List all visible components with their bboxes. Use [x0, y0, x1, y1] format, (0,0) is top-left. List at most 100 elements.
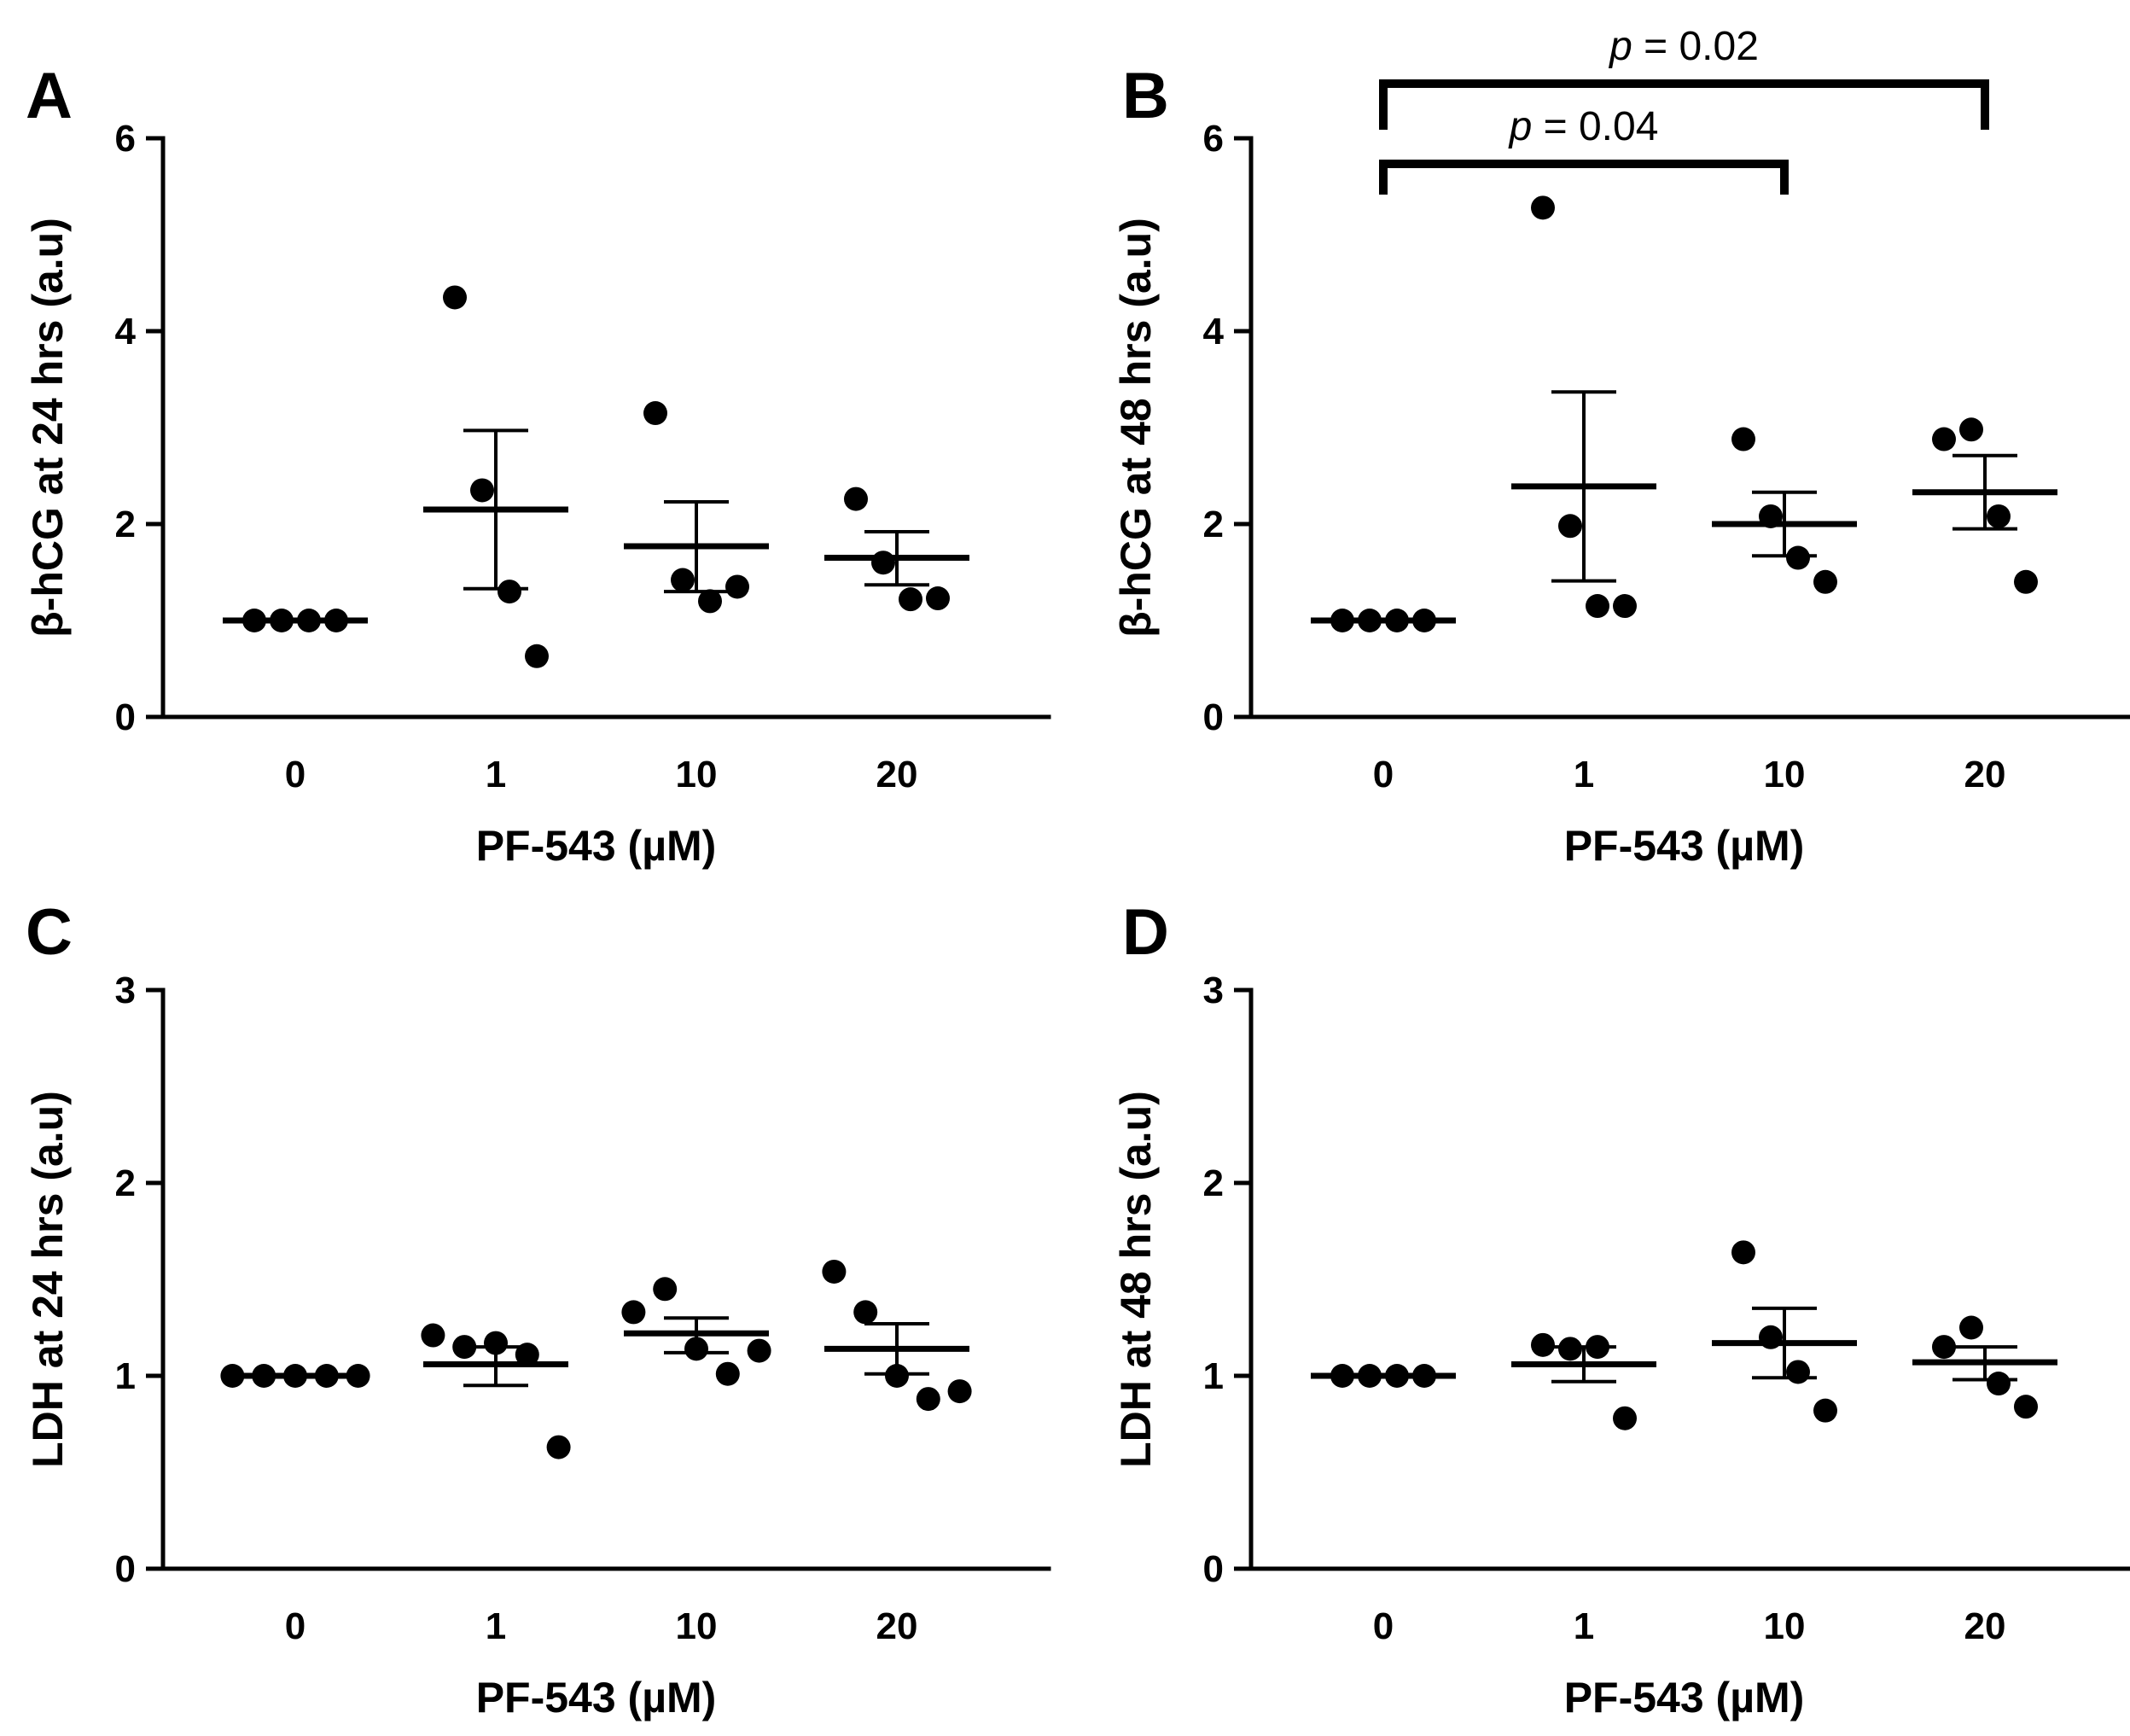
panel-a-data-point	[525, 644, 549, 668]
panel-b-x-tick-label: 10	[1764, 754, 1806, 795]
panel-b-x-tick-label: 20	[1964, 754, 2006, 795]
panel-a-x-tick-label: 10	[676, 754, 718, 795]
panel-letter-c: C	[26, 896, 73, 969]
panel-a-data-point	[324, 609, 348, 632]
panel-c-data-point	[822, 1259, 847, 1284]
panel-d-data-point	[1586, 1335, 1609, 1360]
panel-a-data-point	[926, 586, 950, 611]
panel-a-data-point	[270, 609, 294, 632]
panel-a-data-point	[671, 568, 695, 592]
panel-b-data-point	[1731, 427, 1755, 451]
panel-a: A 0 2 4 6 0 1 10 20 PF-543 (µM) β-hCG at 24 hrs (…	[24, 60, 1051, 870]
panel-c-y-tick-label: 0	[115, 1548, 136, 1590]
panel-c-data-point	[220, 1364, 245, 1388]
panel-b-y-tick-label: 4	[1203, 311, 1225, 352]
panel-b-data-point	[1959, 417, 1983, 442]
panel-a-data-point	[443, 285, 467, 310]
panel-c-data-point	[314, 1364, 339, 1388]
panel-c-data-point	[621, 1300, 646, 1325]
panel-d-data-point	[1731, 1240, 1755, 1265]
panel-c-x-axis-label: PF-543 (µM)	[476, 1674, 717, 1721]
panel-a-x-tick-label: 0	[285, 754, 306, 795]
panel-d-x-tick-label: 0	[1373, 1605, 1394, 1647]
panel-d-y-tick-label: 2	[1203, 1162, 1224, 1204]
panel-c-x-tick-label: 1	[486, 1605, 506, 1647]
panel-b-data-point	[1531, 195, 1555, 220]
panel-d-x-tick-label: 10	[1764, 1605, 1806, 1647]
panel-d-data-point	[1987, 1372, 2011, 1396]
panel-a-y-tick-label: 4	[115, 311, 137, 352]
panel-letter-b: B	[1122, 60, 1169, 132]
panel-d-plot: 0 1 2 3 0 1 10 20 PF-543 (µM) LDH at 48 hrs (a.u)	[1112, 970, 2130, 1721]
panel-b-y-tick-label: 2	[1203, 504, 1224, 545]
panel-c-data-point	[346, 1364, 370, 1388]
panel-c-x-tick-label: 20	[876, 1605, 918, 1647]
panel-a-data-point	[698, 589, 722, 614]
panel-c-data-point	[747, 1338, 771, 1363]
panel-d-data-point	[1412, 1364, 1436, 1388]
panel-c-x-tick-label: 0	[285, 1605, 306, 1647]
panel-b: B 0 2 4 6 0 1 10 20 PF-543 (µM) β-hCG at 48 hrs (…	[1112, 24, 2130, 870]
panel-d-x-tick-label: 20	[1964, 1605, 2006, 1647]
panel-d-data-point	[1786, 1360, 1810, 1384]
panel-a-x-tick-label: 20	[876, 754, 918, 795]
panel-d: D 0 1 2 3 0 1 10 20 PF-543 (µM) LDH at 48 hrs (a.…	[1112, 896, 2130, 1721]
panel-c-data-point	[885, 1364, 909, 1388]
panel-letter-a: A	[26, 60, 73, 132]
panel-d-data-point	[1385, 1364, 1409, 1388]
panel-a-data-point	[643, 401, 667, 426]
panel-b-p-value-label: p = 0.04	[1508, 104, 1659, 149]
panel-b-data-point	[1987, 504, 2011, 528]
panel-a-y-tick-label: 2	[115, 504, 136, 545]
panel-c-data-point	[452, 1335, 477, 1360]
panel-d-data-point	[1759, 1325, 1783, 1349]
panel-c-data-point	[515, 1343, 539, 1367]
panel-d-data-point	[1531, 1332, 1555, 1357]
panel-c-data-point	[653, 1277, 678, 1302]
panel-c-y-axis-label: LDH at 24 hrs (a.u)	[24, 1091, 72, 1468]
panel-a-data-point	[871, 551, 895, 575]
panel-c-plot: 0 1 2 3 0 1 10 20 PF-543 (µM) LDH at 24 hrs (a.u)	[24, 970, 1051, 1721]
panel-c-y-tick-label: 2	[115, 1162, 136, 1204]
panel-c-data-point	[283, 1364, 307, 1388]
panel-a-data-point	[242, 609, 266, 632]
panel-b-data-point	[1759, 504, 1783, 528]
panel-c-data-point	[421, 1323, 445, 1348]
panel-b-significance-bracket	[1379, 160, 1789, 195]
panel-d-data-point	[1330, 1364, 1354, 1388]
panel-d-y-tick-label: 0	[1203, 1548, 1224, 1590]
panel-b-data-point	[1558, 514, 1582, 539]
panel-d-x-axis-label: PF-543 (µM)	[1564, 1674, 1805, 1721]
panel-d-y-tick-label: 1	[1203, 1355, 1224, 1397]
panel-a-data-point	[899, 587, 922, 612]
panel-b-x-axis-label: PF-543 (µM)	[1564, 822, 1805, 870]
panel-d-data-point	[1959, 1315, 1983, 1340]
panel-a-x-axis-label: PF-543 (µM)	[476, 822, 717, 870]
panel-b-data-point	[1385, 609, 1409, 632]
panel-a-x-tick-label: 1	[486, 754, 506, 795]
panel-c-data-point	[947, 1379, 972, 1404]
panel-c-x-tick-label: 10	[676, 1605, 718, 1647]
panel-a-data-point	[498, 580, 521, 604]
panel-a-data-point	[297, 609, 321, 632]
panel-b-x-tick-label: 1	[1574, 754, 1594, 795]
panel-d-data-point	[1358, 1364, 1382, 1388]
panel-d-x-tick-label: 1	[1574, 1605, 1594, 1647]
panel-b-significance-bracket	[1379, 79, 1989, 130]
panel-d-data-point	[1932, 1335, 1956, 1360]
panel-c-data-point	[546, 1435, 571, 1459]
panel-d-y-tick-label: 3	[1203, 970, 1224, 1011]
panel-d-data-point	[1558, 1337, 1582, 1361]
panel-a-y-tick-label: 6	[115, 118, 136, 160]
panel-b-data-point	[1586, 594, 1609, 619]
panel-b-data-point	[1786, 545, 1810, 570]
panel-c-data-point	[252, 1364, 276, 1388]
panel-b-data-point	[1613, 594, 1637, 619]
panel-c-data-point	[853, 1300, 878, 1325]
panel-b-y-tick-label: 0	[1203, 696, 1224, 738]
panel-d-y-axis-label: LDH at 48 hrs (a.u)	[1112, 1091, 1160, 1468]
panel-d-data-point	[2014, 1395, 2038, 1419]
panel-c-data-point	[715, 1361, 740, 1386]
panel-c-y-tick-label: 1	[115, 1355, 136, 1397]
